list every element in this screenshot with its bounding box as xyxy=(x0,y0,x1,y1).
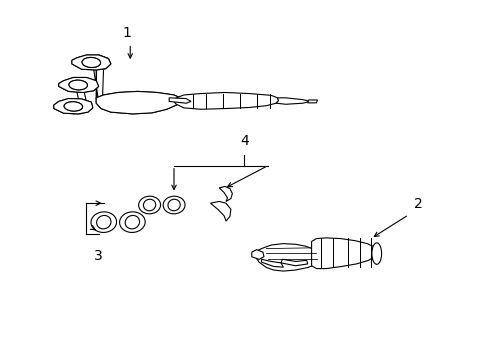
Polygon shape xyxy=(311,238,376,269)
Polygon shape xyxy=(174,93,278,109)
Polygon shape xyxy=(72,55,111,70)
Ellipse shape xyxy=(371,243,381,264)
Ellipse shape xyxy=(82,58,101,67)
Ellipse shape xyxy=(125,215,139,229)
Ellipse shape xyxy=(143,199,155,211)
Ellipse shape xyxy=(69,80,87,90)
Polygon shape xyxy=(261,259,283,267)
Ellipse shape xyxy=(64,102,82,111)
Ellipse shape xyxy=(167,199,180,211)
Ellipse shape xyxy=(64,102,82,111)
Text: 2: 2 xyxy=(413,197,422,211)
Ellipse shape xyxy=(91,212,116,233)
Ellipse shape xyxy=(120,212,145,233)
Polygon shape xyxy=(54,99,93,114)
Polygon shape xyxy=(254,244,322,271)
Text: 3: 3 xyxy=(94,249,103,262)
Polygon shape xyxy=(59,77,99,93)
Polygon shape xyxy=(96,91,181,114)
Polygon shape xyxy=(96,91,181,114)
Polygon shape xyxy=(72,55,111,70)
Text: 4: 4 xyxy=(240,134,248,148)
Polygon shape xyxy=(59,77,99,93)
Polygon shape xyxy=(169,98,191,103)
Polygon shape xyxy=(281,259,307,266)
Polygon shape xyxy=(307,100,317,103)
Ellipse shape xyxy=(139,196,160,214)
Ellipse shape xyxy=(82,58,101,67)
Polygon shape xyxy=(54,99,93,114)
Polygon shape xyxy=(251,249,264,259)
Text: 1: 1 xyxy=(122,26,131,40)
Polygon shape xyxy=(210,202,230,221)
Polygon shape xyxy=(94,55,111,102)
Ellipse shape xyxy=(97,215,111,229)
Polygon shape xyxy=(219,186,232,202)
Polygon shape xyxy=(276,98,309,104)
Ellipse shape xyxy=(163,196,184,214)
Ellipse shape xyxy=(69,80,87,90)
